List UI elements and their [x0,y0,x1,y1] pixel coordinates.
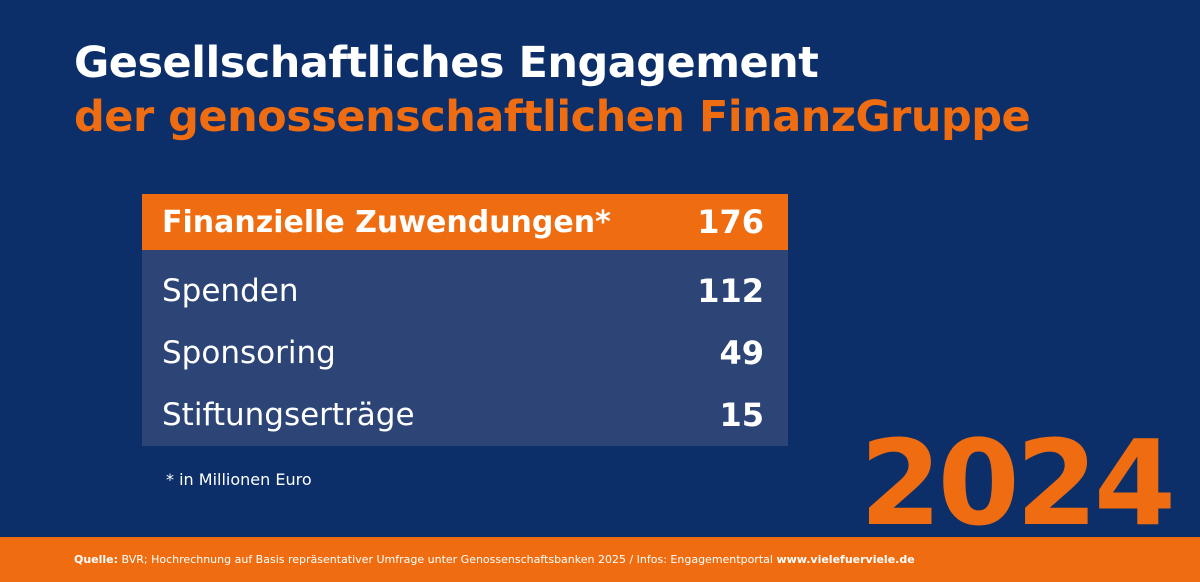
table-row: Sponsoring 49 [142,322,788,384]
table-row: Stiftungserträge 15 [142,384,788,446]
footnote: * in Millionen Euro [166,470,312,489]
total-value: 176 [697,203,764,241]
row-label-spenden: Spenden [162,273,299,309]
data-table: Finanzielle Zuwendungen* 176 Spenden 112… [142,194,788,446]
table-row: Spenden 112 [142,260,788,322]
year-label: 2024 [859,414,1176,552]
source-label: Quelle: [74,553,119,566]
table-body: Spenden 112 Sponsoring 49 Stiftungserträ… [142,250,788,446]
source-text: BVR; Hochrechnung auf Basis repräsentati… [118,553,777,566]
page-title: Gesellschaftliches Engagement [74,38,819,88]
row-value-spenden: 112 [697,272,764,310]
row-label-sponsoring: Sponsoring [162,335,336,371]
total-label: Finanzielle Zuwendungen* [162,204,611,240]
source-footer: Quelle: BVR; Hochrechnung auf Basis repr… [0,537,1200,582]
table-header-row: Finanzielle Zuwendungen* 176 [142,194,788,250]
page-subtitle: der genossenschaftlichen FinanzGruppe [74,92,1031,142]
row-value-sponsoring: 49 [719,334,764,372]
website-link[interactable]: www.vielefuerviele.de [776,553,915,566]
row-value-stiftungsertraege: 15 [719,396,764,434]
row-label-stiftungsertraege: Stiftungserträge [162,397,415,433]
